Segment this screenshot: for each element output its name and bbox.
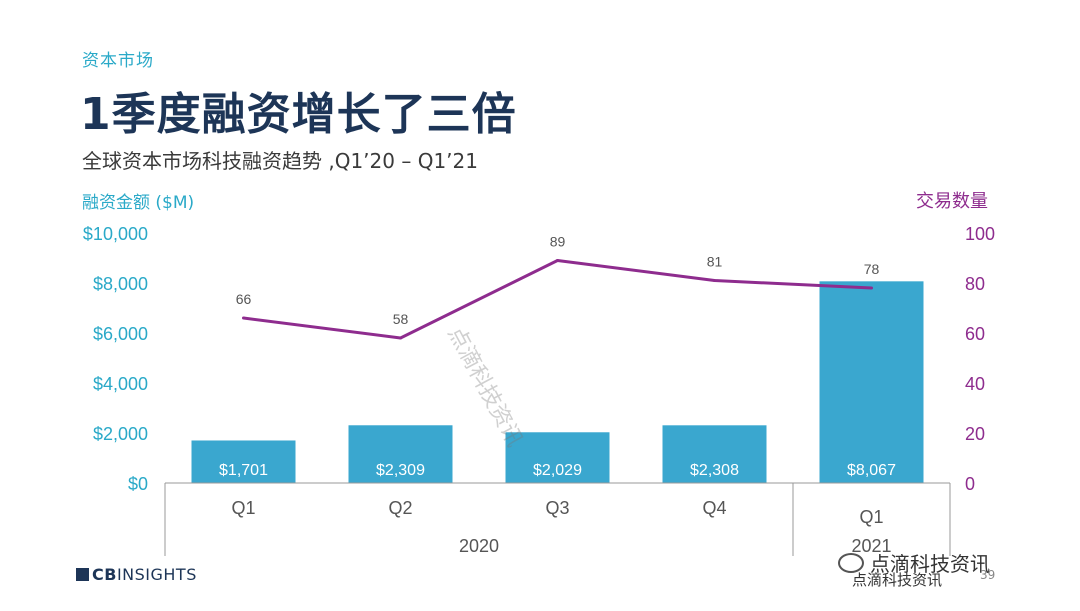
bar-value-label: $2,309 xyxy=(376,462,425,479)
line-value-label: 66 xyxy=(236,291,252,307)
y-right-tick-label: 40 xyxy=(965,374,985,394)
bar xyxy=(819,281,924,483)
logo-square-icon xyxy=(76,568,89,581)
line-value-label: 78 xyxy=(864,261,880,277)
bar-value-label: $1,701 xyxy=(219,462,268,479)
line-value-label: 89 xyxy=(550,234,566,250)
bar-value-label: $8,067 xyxy=(847,462,896,479)
logo-prefix: CB xyxy=(92,565,117,584)
bar-value-label: $2,029 xyxy=(533,462,582,479)
y-left-tick-label: $10,000 xyxy=(83,224,148,244)
y-axis-left-title: 融资金额 ($M) xyxy=(82,193,195,213)
line-value-label: 58 xyxy=(393,311,409,327)
y-left-tick-label: $0 xyxy=(128,474,148,494)
bar xyxy=(662,425,767,483)
y-right-tick-label: 100 xyxy=(965,224,995,244)
x-tick-label: Q3 xyxy=(545,498,569,518)
x-group-label: 2020 xyxy=(459,536,499,556)
line-value-label: 81 xyxy=(707,254,723,270)
y-right-tick-label: 20 xyxy=(965,424,985,444)
bar xyxy=(348,425,453,483)
y-left-tick-label: $8,000 xyxy=(93,274,148,294)
y-right-tick-label: 0 xyxy=(965,474,975,494)
y-right-tick-label: 80 xyxy=(965,274,985,294)
section-label: 资本市场 xyxy=(82,51,154,71)
watermark-corner-text: 点滴科技资讯 xyxy=(870,552,990,576)
watermark-corner-small: 点滴科技资讯 xyxy=(852,571,943,589)
chart-subtitle: 全球资本市场科技融资趋势 ,Q1’20 – Q1’21 xyxy=(82,149,478,173)
bar xyxy=(505,432,610,483)
y-right-tick-label: 60 xyxy=(965,324,985,344)
line-point xyxy=(399,336,402,340)
wechat-icon xyxy=(838,552,864,573)
page-title: 1季度融资增长了三倍 xyxy=(80,89,517,140)
watermark-corner: 点滴科技资讯 xyxy=(838,548,990,577)
logo-suffix: INSIGHTS xyxy=(116,565,197,584)
bar-value-label: $2,308 xyxy=(690,462,739,479)
page-number: 39 xyxy=(980,568,996,582)
y-left-tick-label: $4,000 xyxy=(93,374,148,394)
x-tick-label: Q1 xyxy=(231,498,255,518)
cb-insights-logo: CBINSIGHTS xyxy=(76,565,197,584)
x-tick-label: Q2 xyxy=(388,498,412,518)
line-point xyxy=(242,316,245,320)
deal-count-line xyxy=(243,259,872,340)
x-tick-label: Q4 xyxy=(702,498,726,518)
y-axis-right-title: 交易数量 xyxy=(916,191,988,212)
x-tick-label: Q1 xyxy=(859,507,883,527)
bar xyxy=(191,440,296,483)
y-left-tick-label: $2,000 xyxy=(93,424,148,444)
y-left-tick-label: $6,000 xyxy=(93,324,148,344)
line-point xyxy=(713,279,716,282)
x-group-label: 2021 xyxy=(851,536,891,556)
line-point xyxy=(556,259,559,262)
line-point xyxy=(870,286,873,290)
